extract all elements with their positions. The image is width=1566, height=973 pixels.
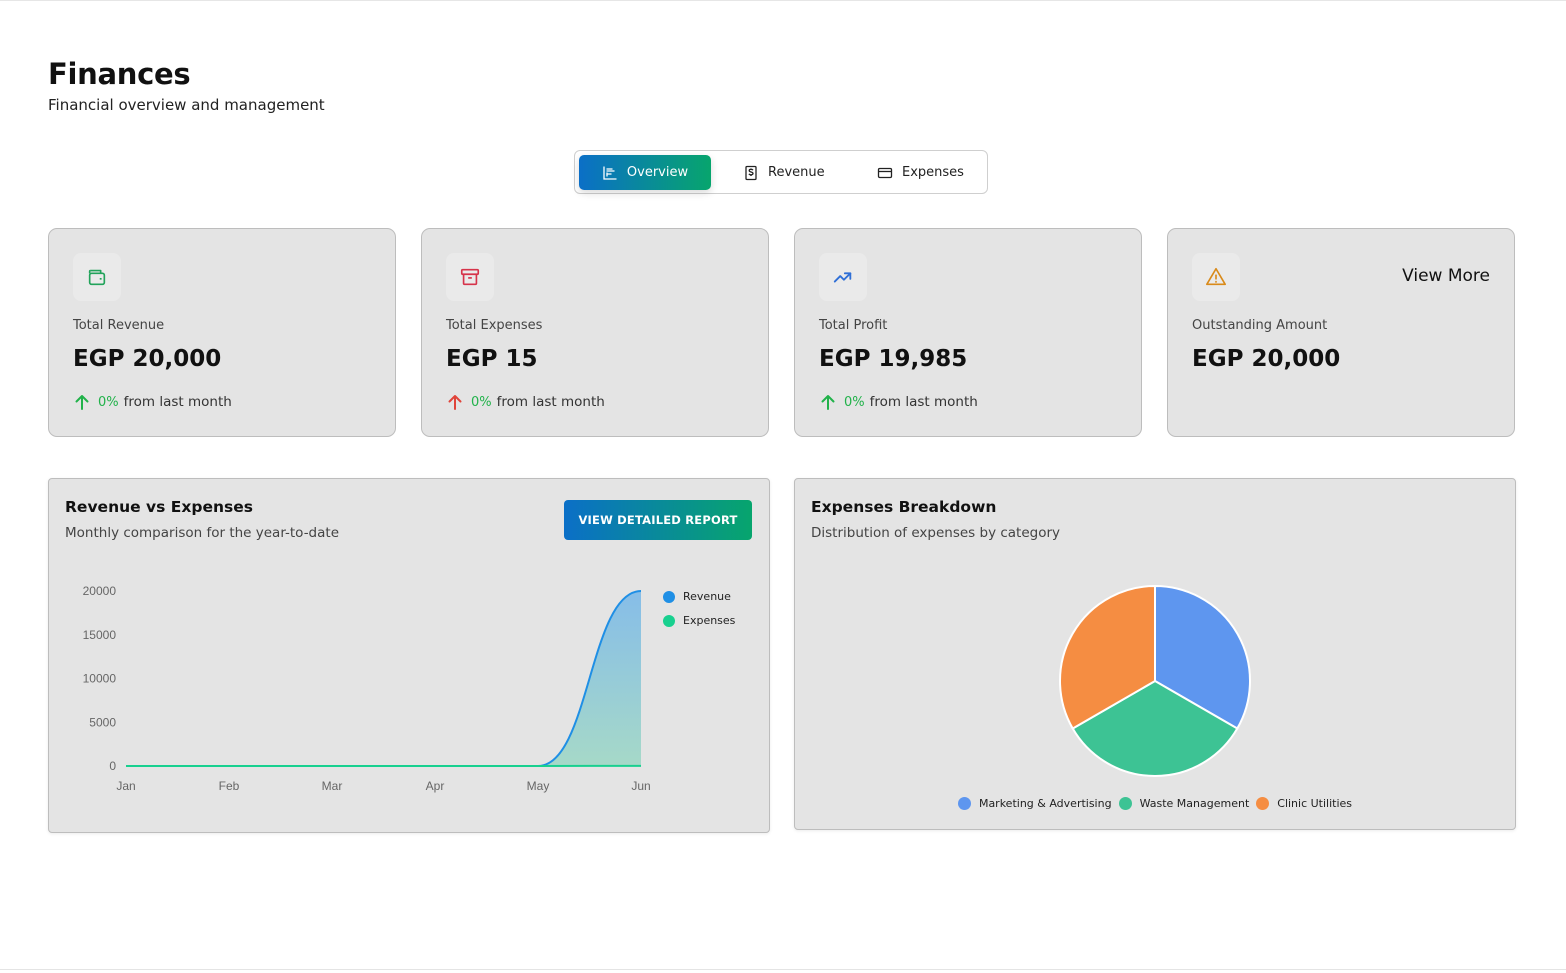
x-tick-label: Feb: [219, 779, 240, 793]
card-icon-box: [1192, 253, 1240, 301]
pie-slice: [1059, 584, 1156, 730]
card-icon-box: [73, 253, 121, 301]
revenue-line: [126, 590, 642, 767]
tab-revenue[interactable]: Revenue: [743, 155, 825, 190]
legend-dot-revenue: [663, 590, 675, 603]
card-trend: 0% from last month: [819, 393, 978, 411]
bar-chart-icon: [603, 165, 617, 180]
arrow-up-icon: [75, 395, 89, 410]
legend-label: Waste Management: [1139, 797, 1250, 810]
revenue-vs-expenses-panel: Revenue vs Expenses Monthly comparison f…: [48, 478, 770, 833]
card-label: Total Profit: [819, 318, 888, 333]
page-title: Finances: [48, 57, 191, 91]
y-tick-label: 5000: [89, 715, 116, 729]
x-tick-label: Jan: [116, 779, 135, 793]
legend-utilities: Clinic Utilities: [1256, 797, 1352, 810]
legend-label: Expenses: [683, 614, 736, 627]
dollar-receipt-icon: [745, 165, 757, 180]
legend-label: Revenue: [683, 590, 731, 603]
legend-revenue: Revenue: [663, 590, 731, 603]
trend-percent: 0%: [471, 394, 492, 410]
card-label: Outstanding Amount: [1192, 318, 1328, 333]
card-total-profit: Total Profit EGP 19,985 0% from last mon…: [794, 228, 1142, 437]
x-tick-label: May: [527, 779, 550, 793]
legend-marketing: Marketing & Advertising: [957, 797, 1112, 810]
card-value: EGP 15: [446, 346, 538, 372]
panel-title: Revenue vs Expenses: [65, 498, 253, 516]
card-label: Total Expenses: [446, 318, 543, 333]
trend-percent: 0%: [844, 394, 865, 410]
card-total-revenue: Total Revenue EGP 20,000 0% from last mo…: [48, 228, 396, 437]
x-tick-label: Jun: [631, 779, 650, 793]
legend-dot: [1118, 797, 1132, 810]
expenses-pie-chart: [1059, 584, 1251, 777]
finance-tabs: Overview Revenue Expenses: [574, 150, 988, 194]
legend-label: Clinic Utilities: [1277, 797, 1353, 810]
revenue-area: [126, 591, 641, 766]
card-trend: 0% from last month: [73, 393, 232, 411]
y-tick-label: 15000: [83, 628, 117, 642]
card-value: EGP 19,985: [819, 346, 968, 372]
view-more-link[interactable]: View More: [1402, 266, 1490, 286]
pie-legend: Marketing & Advertising Waste Management…: [795, 797, 1515, 810]
tab-overview[interactable]: Overview: [579, 155, 711, 190]
card-label: Total Revenue: [73, 318, 165, 333]
arrow-up-icon: [448, 395, 462, 410]
trend-percent: 0%: [98, 394, 119, 410]
x-tick-label: Apr: [426, 779, 445, 793]
page-subtitle: Financial overview and management: [48, 96, 325, 114]
card-total-expenses: Total Expenses EGP 15 0% from last month: [421, 228, 769, 437]
trend-text: from last month: [869, 394, 978, 410]
card-value: EGP 20,000: [1192, 346, 1341, 372]
tab-overview-label: Overview: [626, 165, 689, 180]
legend-label: Marketing & Advertising: [978, 797, 1112, 810]
arrow-up-icon: [821, 395, 835, 410]
card-value: EGP 20,000: [73, 346, 222, 372]
card-icon-box: [446, 253, 494, 301]
trend-text: from last month: [123, 394, 232, 410]
warning-icon: [1206, 267, 1226, 286]
card-outstanding-amount: View More Outstanding Amount EGP 20,000: [1167, 228, 1515, 437]
panel-title: Expenses Breakdown: [811, 498, 997, 516]
y-tick-label: 0: [109, 759, 116, 773]
tab-expenses-label: Expenses: [902, 165, 964, 180]
y-tick-label: 20000: [83, 584, 117, 598]
revenue-expenses-area-chart: 0 5000 10000 15000 20000 Jan Feb Mar Apr May Jun: [83, 584, 651, 793]
tab-revenue-label: Revenue: [768, 165, 825, 180]
x-tick-label: Mar: [322, 779, 343, 793]
legend-expenses: Expenses: [663, 614, 735, 627]
expenses-breakdown-panel: Expenses Breakdown Distribution of expen…: [794, 478, 1516, 830]
panel-subtitle: Distribution of expenses by category: [811, 525, 1061, 541]
card-trend: 0% from last month: [446, 393, 605, 411]
trending-up-icon: [833, 272, 852, 283]
panel-subtitle: Monthly comparison for the year-to-date: [65, 525, 340, 541]
archive-icon: [460, 268, 480, 286]
footer-divider: [0, 969, 1566, 970]
view-detailed-report-button[interactable]: VIEW DETAILED REPORT: [564, 500, 752, 540]
credit-card-icon: [877, 167, 893, 178]
legend-dot-expenses: [663, 614, 675, 627]
pie-slice: [1154, 584, 1251, 730]
tab-expenses[interactable]: Expenses: [877, 155, 964, 190]
pie-slice: [1071, 679, 1239, 777]
legend-waste: Waste Management: [1118, 797, 1250, 810]
trend-text: from last month: [496, 394, 605, 410]
legend-dot: [957, 797, 971, 810]
wallet-icon: [88, 269, 106, 286]
card-icon-box: [819, 253, 867, 301]
y-tick-label: 10000: [83, 672, 117, 686]
legend-dot: [1256, 797, 1270, 810]
